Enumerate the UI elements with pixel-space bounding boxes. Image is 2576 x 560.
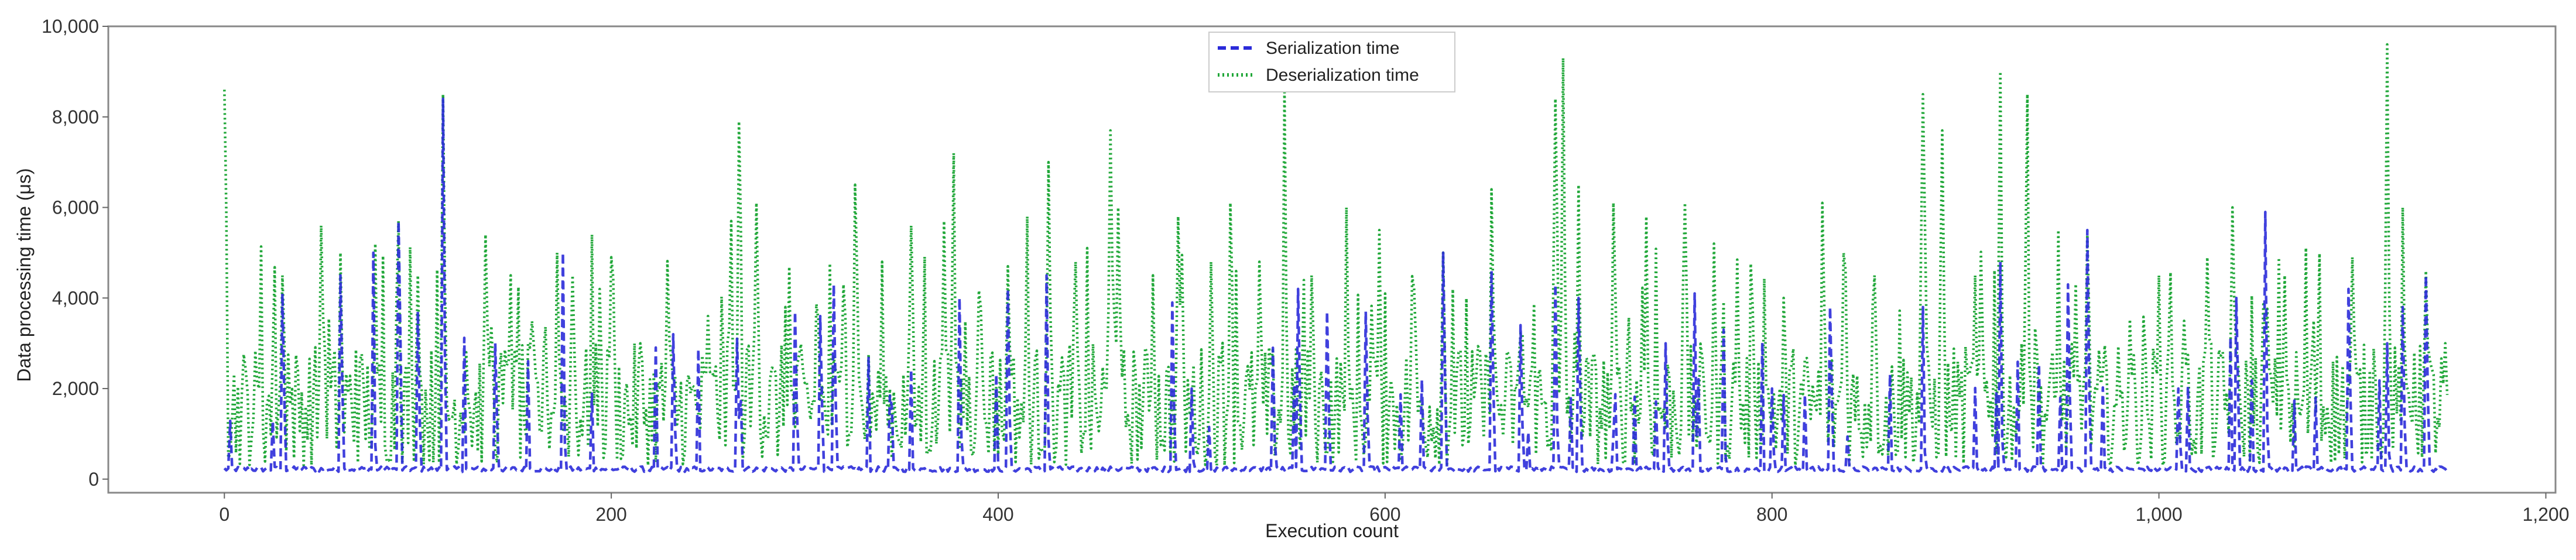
y-tick-label: 6,000 — [52, 197, 99, 218]
series-layer — [223, 43, 2449, 473]
x-tick-label: 1,200 — [2522, 504, 2569, 525]
y-tick-label: 10,000 — [42, 16, 99, 37]
x-tick-label: 200 — [595, 504, 626, 525]
legend-label-deserialization: Deserialization time — [1266, 66, 1419, 85]
y-tick-label: 4,000 — [52, 287, 99, 308]
x-axis-title: Execution count — [1265, 520, 1399, 541]
x-axis-ticks: 0 200 400 600 800 1,000 1,200 — [219, 493, 2570, 525]
y-axis-ticks: 0 2,000 4,000 6,000 8,000 10,000 — [42, 16, 108, 490]
x-tick-label: 400 — [982, 504, 1013, 525]
x-tick-label: 1,000 — [2136, 504, 2183, 525]
x-tick-label: 0 — [219, 504, 229, 525]
series-line-serialization — [223, 97, 2448, 473]
x-tick-label: 600 — [1369, 504, 1400, 525]
y-tick-label: 0 — [88, 469, 99, 490]
legend-box — [1208, 32, 1455, 92]
legend-label-serialization: Serialization time — [1266, 39, 1399, 58]
series-line-deserialization — [223, 43, 2449, 467]
y-tick-label: 2,000 — [52, 378, 99, 399]
y-tick-label: 8,000 — [52, 106, 99, 128]
y-axis-title: Data processing time (μs) — [13, 168, 35, 382]
x-tick-label: 800 — [1756, 504, 1787, 525]
legend: Serialization time Deserialization time — [1208, 32, 1455, 92]
